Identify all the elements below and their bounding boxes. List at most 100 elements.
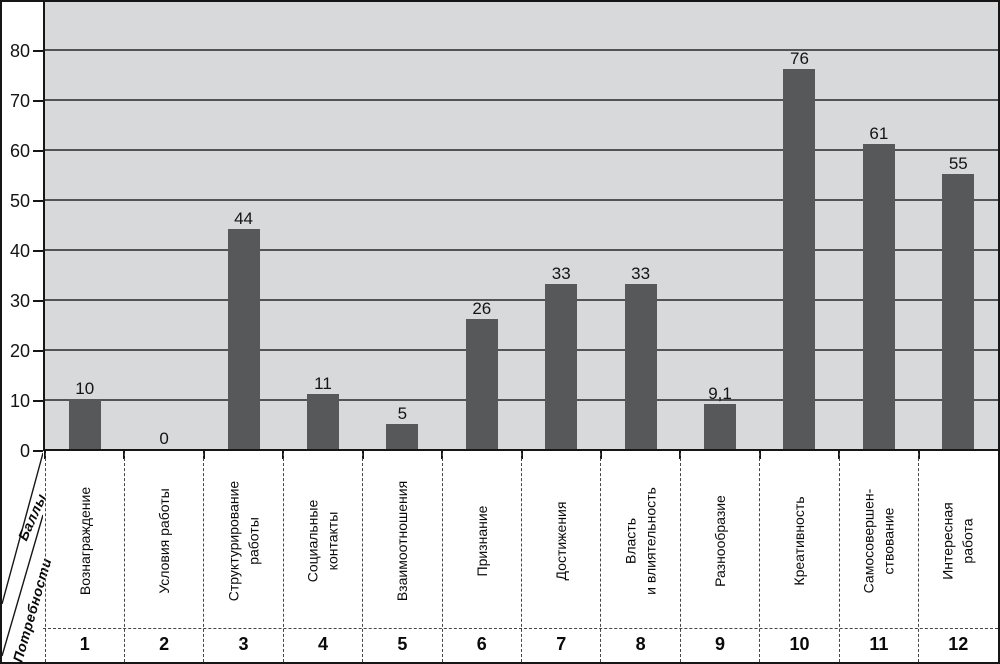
column-divider-dashed xyxy=(203,453,205,662)
bar-value-label: 10 xyxy=(75,379,95,398)
column-divider-dashed xyxy=(441,453,443,662)
category-cell: Социальные контакты xyxy=(283,455,362,626)
bar-value-label: 55 xyxy=(948,154,968,173)
category-number: 5 xyxy=(397,634,408,654)
category-cell: Условия работы xyxy=(124,455,203,626)
category-label: Самосовершен- ствование xyxy=(860,488,897,593)
category-label: Креативность xyxy=(791,495,808,586)
category-number: 6 xyxy=(476,634,487,654)
y-tick-label: 10 xyxy=(9,391,30,411)
bar-value-label: 11 xyxy=(314,374,332,393)
y-tick-mark xyxy=(33,100,43,102)
category-number: 4 xyxy=(317,634,328,654)
y-tick-label: 0 xyxy=(19,441,30,461)
y-tick-label: 40 xyxy=(9,241,30,261)
column-divider-dashed xyxy=(362,453,364,662)
category-number: 7 xyxy=(556,634,567,654)
category-label: Условия работы xyxy=(155,487,172,594)
diagonal-divider-line xyxy=(2,514,43,657)
bar xyxy=(545,284,578,449)
bar-value-label: 44 xyxy=(234,209,253,228)
bar-value-label: 26 xyxy=(472,299,492,318)
bar xyxy=(704,403,737,449)
category-cell: Разнообразие xyxy=(680,455,759,626)
y-tick-label: 30 xyxy=(9,291,30,311)
category-cell: Признание xyxy=(442,455,521,626)
category-number: 3 xyxy=(238,634,249,654)
bar-value-label: 76 xyxy=(789,49,809,68)
gridline xyxy=(45,399,998,401)
category-band: Баллы Потребности Вознаграждение 1 Условия… xyxy=(2,451,998,662)
gridline xyxy=(45,199,998,201)
category-number: 1 xyxy=(79,634,90,654)
row-divider-dashed xyxy=(43,628,998,629)
bar-value-label: 33 xyxy=(631,264,651,283)
bar xyxy=(783,69,816,449)
bar xyxy=(862,144,895,449)
bar-value-label: 5 xyxy=(397,404,408,423)
category-number: 11 xyxy=(869,634,889,654)
y-tick-mark xyxy=(33,50,43,52)
column-divider-dashed xyxy=(679,453,681,662)
category-number: 8 xyxy=(635,634,646,654)
gridline xyxy=(45,249,998,251)
column-divider-dashed xyxy=(600,453,602,662)
bar xyxy=(306,394,339,449)
diagonal-divider-line xyxy=(2,452,43,605)
bar xyxy=(386,424,419,449)
column-divider-dashed xyxy=(521,453,522,662)
bar xyxy=(68,399,101,449)
column-divider-dashed xyxy=(282,453,284,662)
gridline xyxy=(45,349,998,351)
category-label: Признание xyxy=(473,505,490,576)
plot-area: 10 0 44 11 5 26 33 33 9,1 76 61 55 xyxy=(43,2,998,451)
category-cell: Власть и влиятельность xyxy=(601,455,680,626)
category-number: 12 xyxy=(948,634,969,654)
y-tick-mark xyxy=(33,300,43,302)
category-number: 10 xyxy=(789,634,810,654)
y-tick-label: 20 xyxy=(9,341,30,361)
y-tick-mark xyxy=(33,200,43,202)
column-divider-dashed xyxy=(44,453,46,662)
corner-diagonal-lines xyxy=(2,452,43,657)
category-cell: Креативность xyxy=(760,455,839,626)
category-label: Власть и влиятельность xyxy=(622,486,659,595)
category-label: Взаимоотношения xyxy=(394,480,411,601)
y-tick-mark xyxy=(33,400,43,402)
column-divider-dashed xyxy=(838,453,840,662)
gridline xyxy=(45,49,998,51)
y-tick-mark xyxy=(33,250,43,252)
gridline xyxy=(45,149,998,151)
category-cell: Интересная работа xyxy=(919,455,998,626)
bar xyxy=(465,319,498,449)
column-divider-dashed xyxy=(759,453,761,662)
category-label: Интересная работа xyxy=(939,501,977,580)
bar-value-label: 0 xyxy=(159,429,169,448)
category-cell: Структурирование работы xyxy=(204,455,283,626)
category-cell: Вознаграждение xyxy=(45,455,124,626)
category-label: Социальные контакты xyxy=(304,499,341,582)
category-label: Структурирование работы xyxy=(225,480,262,601)
category-cell: Самосовершен- ствование xyxy=(839,455,918,626)
y-tick-mark xyxy=(33,350,43,352)
category-cell: Взаимоотношения xyxy=(363,455,442,626)
y-tick-label: 60 xyxy=(9,141,30,161)
y-tick-label: 50 xyxy=(9,191,30,211)
bar-value-label: 9,1 xyxy=(708,383,732,403)
bar xyxy=(624,284,657,449)
y-tick-mark xyxy=(33,450,43,452)
axis-corner: Баллы Потребности xyxy=(2,451,55,662)
gridline xyxy=(45,99,998,101)
bar xyxy=(227,229,260,449)
y-axis: 0 10 20 30 40 50 60 70 80 xyxy=(2,2,43,466)
column-divider-dashed xyxy=(123,453,125,662)
column-divider-dashed xyxy=(918,453,920,662)
category-number: 2 xyxy=(159,634,170,654)
bar-value-label: 33 xyxy=(551,264,571,283)
y-tick-mark xyxy=(33,150,43,152)
category-label: Разнообразие xyxy=(711,494,728,587)
category-label: Достижения xyxy=(553,501,570,580)
y-tick-label: 80 xyxy=(9,41,30,61)
y-tick-label: 70 xyxy=(9,91,30,111)
